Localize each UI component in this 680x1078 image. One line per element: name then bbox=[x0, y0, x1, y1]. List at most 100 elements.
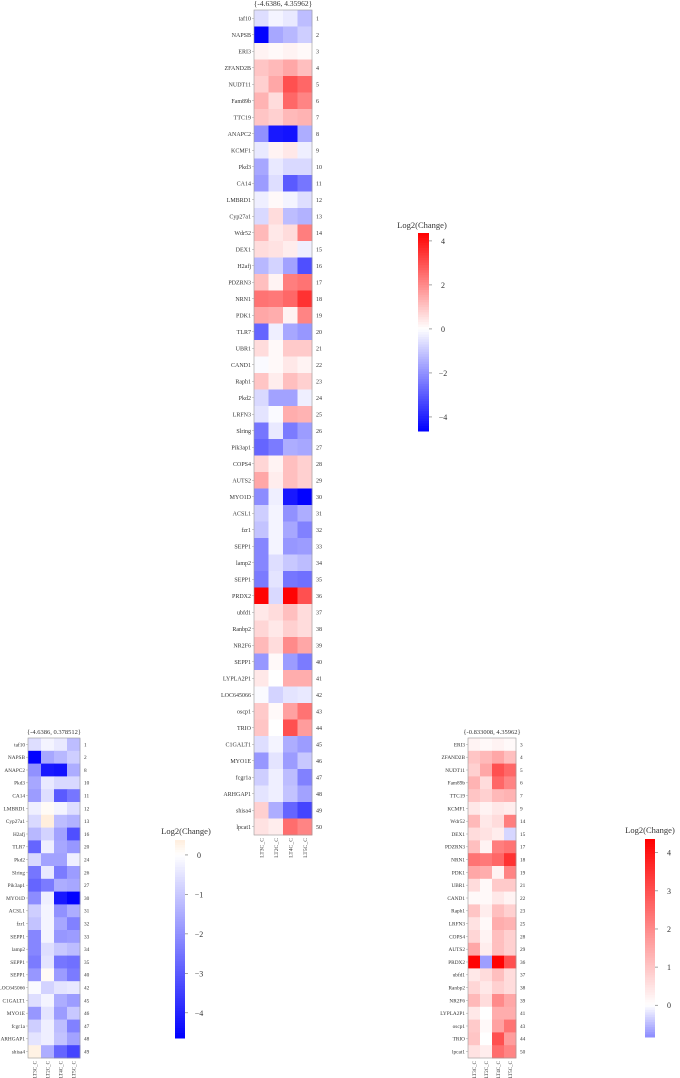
colorbar-segment bbox=[175, 884, 185, 888]
heatmap-cell bbox=[28, 917, 42, 931]
heatmap-cell bbox=[283, 109, 298, 126]
row-label: KCMF1 bbox=[231, 148, 251, 154]
row-label: SEPP1 bbox=[10, 960, 25, 966]
colorbar-tick-label: 2 bbox=[441, 281, 445, 290]
heatmap-cell bbox=[254, 125, 269, 143]
colorbar-segment bbox=[175, 911, 185, 915]
heatmap-title: {-4.6386, 0.378512} bbox=[27, 729, 81, 736]
heatmap-cell bbox=[492, 750, 505, 764]
heatmap-cell bbox=[480, 763, 493, 777]
row-number: 40 bbox=[316, 660, 322, 666]
heatmap-cell bbox=[54, 789, 68, 803]
colorbar-label: Log2(Change) bbox=[625, 825, 675, 835]
colorbar-segment bbox=[645, 853, 655, 857]
colorbar-segment bbox=[418, 388, 429, 392]
heatmap-cell bbox=[41, 776, 55, 790]
heatmap-cell bbox=[268, 653, 284, 671]
row-number: 31 bbox=[84, 909, 90, 915]
row-label: SEPP1 bbox=[10, 973, 25, 979]
colorbar-segment bbox=[645, 972, 655, 976]
colorbar-segment bbox=[645, 881, 655, 885]
row-label: fcgr1a bbox=[236, 774, 252, 781]
row-number: 34 bbox=[316, 561, 322, 567]
heatmap-cell bbox=[297, 59, 313, 77]
row-label: Slring bbox=[12, 870, 25, 876]
colorbar-segment bbox=[418, 277, 429, 281]
heatmap-cell bbox=[283, 818, 298, 836]
heatmap-cell bbox=[254, 455, 269, 473]
row-label: NAPSB bbox=[232, 33, 251, 39]
heatmap-cell bbox=[492, 994, 505, 1008]
heatmap-cell bbox=[28, 955, 42, 969]
heatmap-cell bbox=[28, 789, 42, 803]
heatmap-cell bbox=[492, 789, 505, 803]
heatmap-cell bbox=[41, 866, 55, 880]
colorbar-segment bbox=[175, 896, 185, 900]
row-number: 18 bbox=[316, 297, 322, 303]
colorbar-segment bbox=[418, 307, 429, 311]
colorbar-segment bbox=[175, 961, 185, 965]
colorbar-segment bbox=[418, 371, 429, 375]
colorbar-segment bbox=[645, 967, 655, 971]
colorbar-segment bbox=[418, 275, 429, 279]
heatmap-cell bbox=[297, 92, 313, 110]
colorbar-segment bbox=[175, 1020, 185, 1024]
row-label: ERI3 bbox=[454, 742, 466, 748]
row-label: LOC645066 bbox=[221, 693, 251, 699]
colorbar-segment bbox=[175, 1005, 185, 1009]
row-number: 37 bbox=[316, 610, 322, 616]
heatmap-cell bbox=[254, 158, 269, 176]
heatmap-cell bbox=[504, 904, 517, 918]
row-label: TLR7 bbox=[237, 330, 251, 336]
colorbar-segment bbox=[418, 393, 429, 397]
colorbar-segment bbox=[175, 948, 185, 952]
heatmap-cell bbox=[283, 554, 298, 572]
heatmap-cell bbox=[268, 587, 284, 605]
colorbar-segment bbox=[645, 890, 655, 894]
heatmap-cell bbox=[254, 208, 269, 225]
heatmap-cell bbox=[54, 1006, 68, 1020]
row-number: 10 bbox=[316, 165, 322, 171]
row-label: LOC645066 bbox=[0, 985, 25, 991]
colorbar-segment bbox=[418, 312, 429, 316]
heatmap-cell bbox=[468, 878, 481, 892]
row-number: 45 bbox=[316, 742, 322, 748]
colorbar-segment bbox=[645, 913, 655, 917]
colorbar-segment bbox=[175, 869, 185, 873]
colorbar-segment bbox=[175, 983, 185, 987]
colorbar-segment bbox=[645, 960, 655, 964]
colorbar-segment bbox=[418, 376, 429, 380]
colorbar-segment bbox=[645, 992, 655, 996]
colorbar-segment bbox=[645, 975, 655, 979]
row-label: NRN1 bbox=[235, 297, 251, 303]
heatmap-cell bbox=[268, 620, 284, 638]
colorbar-segment bbox=[645, 997, 655, 1001]
heatmap-cell bbox=[254, 472, 269, 489]
heatmap-cell bbox=[468, 776, 481, 790]
heatmap-cell bbox=[492, 738, 505, 752]
heatmap-cell bbox=[297, 637, 313, 654]
row-number: 9 bbox=[316, 148, 319, 154]
row-label: oscp1 bbox=[453, 1024, 466, 1030]
row-number: 26 bbox=[84, 870, 90, 876]
heatmap-cell bbox=[268, 241, 284, 258]
heatmap-cell bbox=[54, 878, 68, 892]
row-number: 33 bbox=[84, 934, 90, 940]
row-number: 2 bbox=[84, 755, 87, 761]
heatmap-cell bbox=[268, 257, 284, 275]
heatmap-cell bbox=[283, 802, 298, 819]
colorbar-segment bbox=[418, 294, 429, 298]
row-label: Raph1 bbox=[235, 379, 251, 385]
colorbar-segment bbox=[645, 878, 655, 882]
heatmap-cell bbox=[254, 92, 269, 110]
colorbar-segment bbox=[418, 282, 429, 286]
colorbar-tick-label: 0 bbox=[441, 325, 445, 334]
colorbar-segment bbox=[418, 406, 429, 410]
heatmap-cell bbox=[268, 224, 284, 242]
heatmap-cell bbox=[468, 853, 481, 867]
colorbar-segment bbox=[645, 858, 655, 862]
colorbar-segment bbox=[418, 354, 429, 358]
colorbar-segment bbox=[418, 374, 429, 378]
row-number: 22 bbox=[520, 896, 526, 902]
colorbar-segment bbox=[175, 929, 185, 933]
